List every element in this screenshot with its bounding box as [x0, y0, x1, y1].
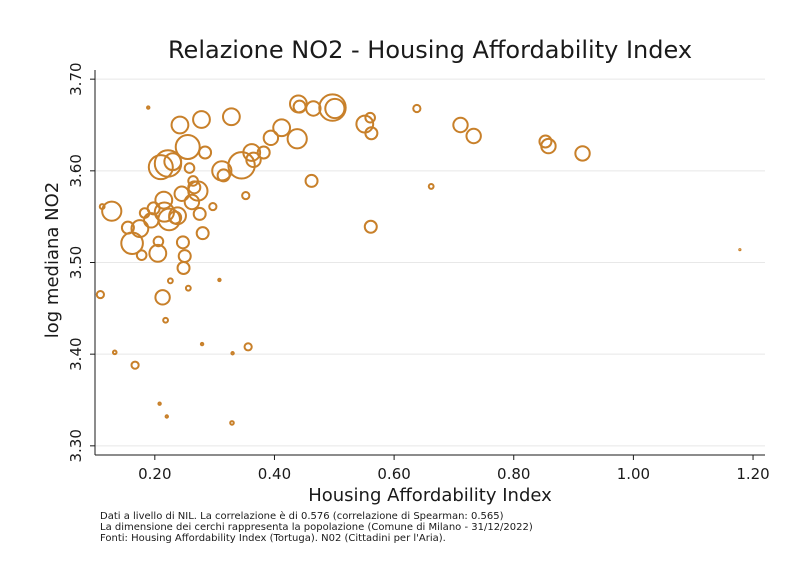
- data-point: [185, 163, 195, 173]
- data-point: [177, 236, 189, 248]
- data-point: [149, 245, 166, 262]
- data-point: [97, 291, 104, 298]
- note-sources: Fonti: Housing Affordability Index (Tort…: [100, 533, 790, 544]
- gridlines: [95, 79, 765, 446]
- data-point: [186, 286, 191, 291]
- data-point: [453, 118, 467, 132]
- data-point: [228, 152, 254, 178]
- y-tick-label: 3.30: [67, 429, 85, 462]
- x-tick-label: 0.20: [138, 465, 171, 483]
- data-point: [172, 117, 189, 134]
- data-point: [306, 175, 318, 187]
- x-axis-title: Housing Affordability Index: [308, 485, 552, 506]
- data-point: [178, 262, 190, 274]
- data-point: [166, 415, 168, 417]
- data-point: [201, 343, 203, 345]
- data-point: [147, 106, 149, 108]
- data-point: [113, 351, 117, 355]
- data-point: [365, 221, 377, 233]
- data-point: [194, 208, 206, 220]
- x-tick-label: 1.20: [736, 465, 769, 483]
- y-axis-title: log mediana NO2: [42, 182, 63, 338]
- data-point: [466, 129, 480, 143]
- data-point: [294, 101, 306, 113]
- data-point: [185, 195, 199, 209]
- y-tick-label: 3.70: [67, 62, 85, 95]
- data-point: [231, 352, 233, 354]
- data-point: [325, 99, 344, 118]
- data-point: [163, 318, 168, 323]
- data-point: [209, 203, 216, 210]
- data-point: [193, 111, 210, 128]
- y-tick-label: 3.40: [67, 337, 85, 370]
- chart-title: Relazione NO2 - Housing Affordability In…: [168, 36, 692, 64]
- note-correlation: Dati a livello di NIL. La correlazione è…: [100, 511, 790, 522]
- data-point: [273, 119, 290, 136]
- data-point: [175, 187, 189, 201]
- scatter-chart: Relazione NO2 - Housing Affordability In…: [0, 0, 806, 510]
- data-point: [137, 250, 147, 260]
- data-point: [102, 202, 121, 221]
- data-point: [288, 129, 307, 148]
- x-tick-label: 1.00: [617, 465, 650, 483]
- data-point: [168, 278, 173, 283]
- y-tick-label: 3.50: [67, 246, 85, 279]
- data-point: [223, 108, 240, 125]
- data-point: [176, 135, 200, 159]
- data-point: [197, 227, 209, 239]
- data-point: [242, 192, 249, 199]
- data-point: [413, 105, 420, 112]
- data-point: [199, 147, 211, 159]
- data-point: [575, 146, 589, 160]
- data-point: [155, 290, 169, 304]
- y-tick-label: 3.60: [67, 154, 85, 187]
- data-point: [739, 249, 740, 250]
- data-point: [179, 250, 191, 262]
- data-point: [218, 279, 220, 281]
- note-circle-size: La dimensione dei cerchi rappresenta la …: [100, 522, 790, 533]
- chart-notes: Dati a livello di NIL. La correlazione è…: [100, 511, 790, 544]
- x-tick-label: 0.40: [258, 465, 291, 483]
- data-point: [131, 362, 138, 369]
- data-point: [158, 402, 160, 404]
- data-point: [230, 421, 234, 425]
- data-points: [97, 94, 741, 424]
- x-tick-label: 0.80: [497, 465, 530, 483]
- data-point: [169, 207, 186, 224]
- x-tick-label: 0.60: [377, 465, 410, 483]
- data-point: [429, 184, 434, 189]
- data-point: [245, 343, 252, 350]
